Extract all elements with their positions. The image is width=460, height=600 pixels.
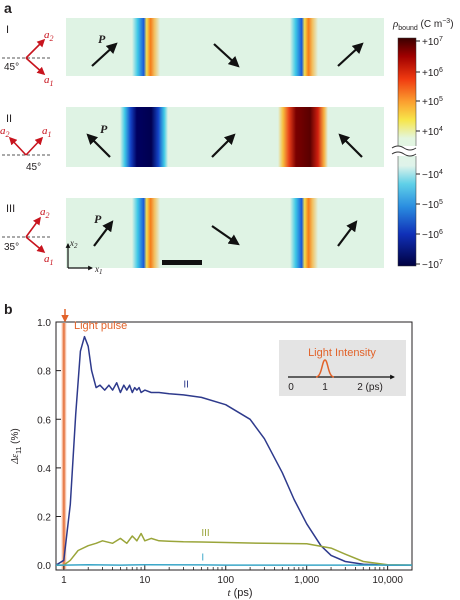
colorbar-tick-label: −107 <box>422 259 443 271</box>
a2-vector <box>25 216 41 238</box>
row-iii: P III a2 a1 35° x1 x2 <box>2 198 384 276</box>
series-label-ii: II <box>183 380 189 391</box>
colorbar-tick-label: −104 <box>422 169 443 181</box>
polarization-arrow <box>211 225 240 246</box>
series-label-iii: III <box>201 528 209 539</box>
light-intensity-inset: Light Intensity 0 1 2 (ps) <box>279 340 406 396</box>
x2-label: x2 <box>69 238 78 250</box>
polarization-arrow <box>338 133 363 158</box>
light-pulse-label: Light pulse <box>74 320 127 332</box>
angle-label: 45° <box>4 62 19 73</box>
y-tick-label: 0.2 <box>37 513 51 524</box>
panel-a-label: a <box>4 0 12 16</box>
colorbar-tick-label: +107 <box>422 36 443 48</box>
a2-vector <box>8 136 27 156</box>
polarization-arrow <box>86 133 111 158</box>
colorbar-title: ρbound (C m−3) <box>392 18 454 32</box>
a2-label: a2 <box>44 29 54 43</box>
row-ii: P II a2 a1 45° <box>0 107 384 173</box>
domain-wall-ii-2 <box>278 107 328 167</box>
a1-label: a1 <box>44 74 54 88</box>
y-tick-label: 0.6 <box>37 415 51 426</box>
domain-wall-i-2 <box>290 18 318 76</box>
colorbar-tick-label: −106 <box>422 229 443 241</box>
series-line-iii <box>56 532 413 566</box>
row-numeral: I <box>6 24 9 36</box>
row-numeral: II <box>6 113 12 125</box>
colorbar-tick-label: +104 <box>422 126 443 138</box>
series-label-i: I <box>201 552 204 563</box>
pulse-curve <box>315 359 335 378</box>
x-axis-label: t (ps) <box>227 587 252 599</box>
angle-label: 35° <box>4 242 19 253</box>
a1-label: a1 <box>44 253 54 267</box>
a1-vector <box>25 136 44 156</box>
break-mark <box>391 145 417 151</box>
colorbar: ρbound (C m−3) +107 +106 +105 +104 −104 −105 −… <box>391 18 454 271</box>
colorbar-tick-label: −105 <box>422 199 443 211</box>
x1-label: x1 <box>94 264 103 276</box>
p-label: P <box>100 122 108 136</box>
polarization-arrow <box>337 220 358 247</box>
polarization-arrow <box>91 42 118 67</box>
colorbar-tick-label: +106 <box>422 67 443 79</box>
polarization-arrow <box>211 133 236 158</box>
domain-map-ii <box>66 107 384 167</box>
a1-label: a1 <box>42 125 52 139</box>
x-tick-label: 100 <box>217 575 234 586</box>
scale-bar <box>162 260 202 265</box>
x-tick-label: 1 <box>61 575 67 586</box>
angle-label: 45° <box>26 162 41 173</box>
panel-b-label: b <box>4 301 13 317</box>
row-i: P I a2 a1 45° <box>2 18 384 88</box>
a1-vector <box>25 57 46 76</box>
x-tick-label: 10,000 <box>372 575 403 586</box>
series-line-ii <box>55 335 412 566</box>
plot-frame <box>55 321 413 571</box>
domain-map-i <box>66 18 384 76</box>
y-tick-label: 0.8 <box>37 367 51 378</box>
a2-vector <box>25 38 46 59</box>
y-tick-label: 0.4 <box>37 464 51 475</box>
p-label: P <box>98 32 106 46</box>
polarization-arrow <box>93 220 114 247</box>
polarization-arrow <box>213 43 240 68</box>
domain-wall-i-1 <box>132 18 160 76</box>
light-pulse-band <box>61 323 67 569</box>
break-mark <box>391 151 417 157</box>
inset-title: Light Intensity <box>308 347 376 359</box>
y-tick-label: 0.0 <box>37 561 51 572</box>
inset-tick: 0 <box>288 382 294 393</box>
domain-wall-iii-1 <box>132 198 160 268</box>
colorbar-break <box>392 146 422 156</box>
x-tick-label: 1,000 <box>294 575 319 586</box>
a1-vector <box>25 236 46 254</box>
colorbar-tick-label: +105 <box>422 96 443 108</box>
row-numeral: III <box>6 203 15 215</box>
decay-chart: 1 10 100 1,000 10,000 0.00.20.40.60.81.0 III… <box>37 318 413 586</box>
inset-box <box>279 340 406 396</box>
y-axis-label: Δε11 (%) <box>10 428 23 464</box>
domain-map-iii <box>66 198 384 268</box>
y-tick-label: 1.0 <box>37 318 51 329</box>
inset-tick: 1 <box>322 382 328 393</box>
inset-tick: 2 (ps) <box>357 382 383 393</box>
polarization-arrow <box>337 42 364 67</box>
a2-label: a2 <box>0 125 10 139</box>
a2-label: a2 <box>40 206 50 220</box>
x-tick-label: 10 <box>139 575 151 586</box>
p-label: P <box>94 212 102 226</box>
domain-wall-ii-1 <box>120 107 168 167</box>
domain-wall-iii-2 <box>290 198 318 268</box>
